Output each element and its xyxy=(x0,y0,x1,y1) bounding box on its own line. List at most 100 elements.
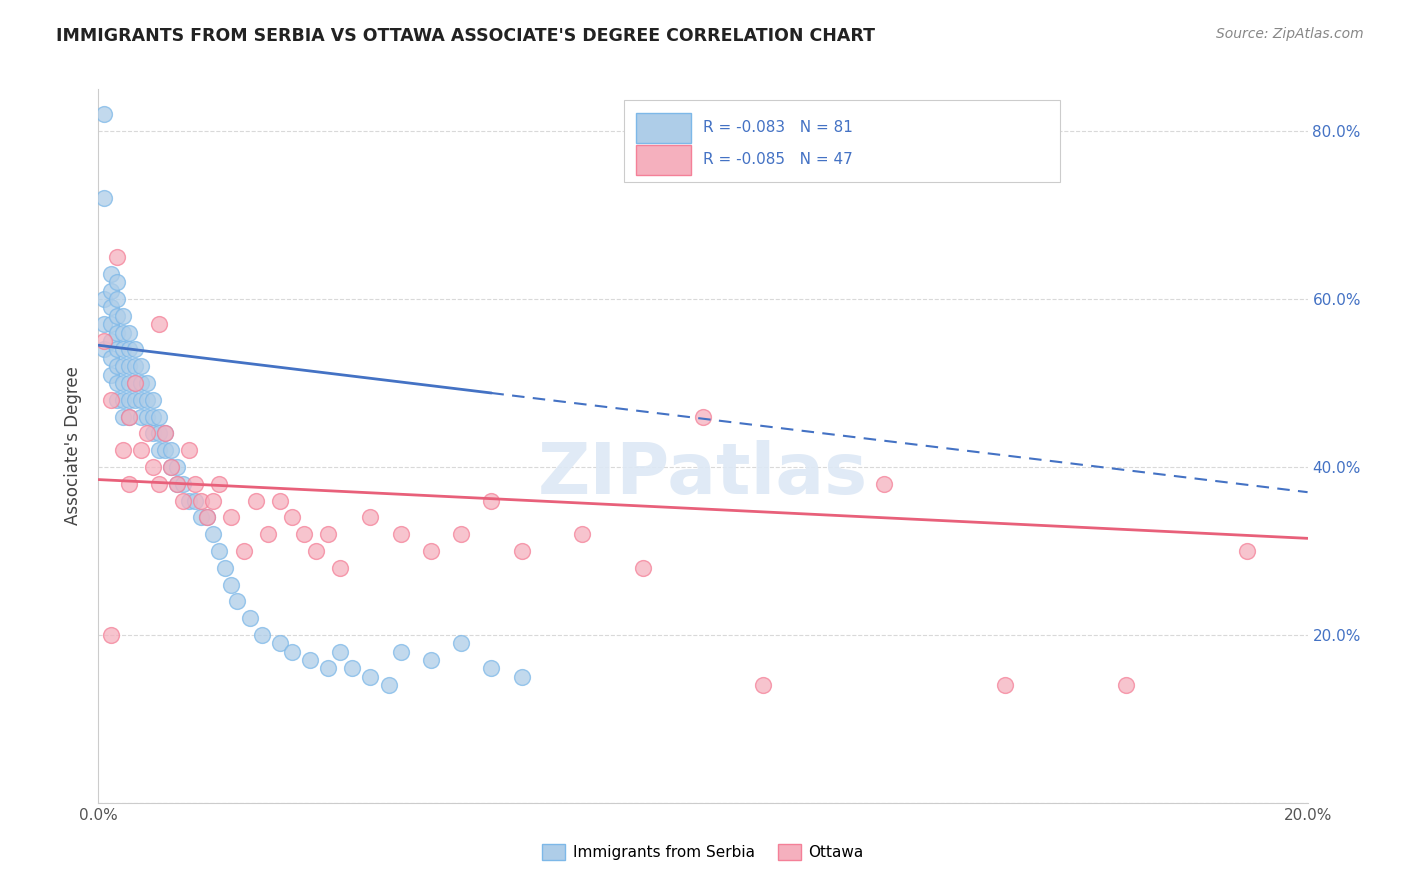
Point xyxy=(281,510,304,524)
Point xyxy=(190,493,212,508)
Point xyxy=(450,636,472,650)
Point xyxy=(111,359,134,374)
Point xyxy=(184,493,207,508)
Point xyxy=(111,376,134,390)
Point xyxy=(111,443,134,458)
Point xyxy=(129,376,152,390)
Point xyxy=(239,611,262,625)
Point xyxy=(195,510,218,524)
FancyBboxPatch shape xyxy=(637,145,690,175)
Point xyxy=(105,275,128,289)
Point xyxy=(208,476,231,491)
Point xyxy=(129,443,152,458)
Point xyxy=(105,359,128,374)
Point xyxy=(100,351,122,365)
Point xyxy=(377,678,399,692)
Point xyxy=(360,670,382,684)
FancyBboxPatch shape xyxy=(637,112,690,143)
Point xyxy=(1236,544,1258,558)
Point xyxy=(153,426,176,441)
Point xyxy=(105,250,128,264)
Point xyxy=(129,409,152,424)
Point xyxy=(256,527,278,541)
Point xyxy=(124,359,146,374)
Point xyxy=(316,661,339,675)
Point xyxy=(100,267,122,281)
Point xyxy=(118,343,141,357)
Point xyxy=(873,476,896,491)
Point xyxy=(360,510,382,524)
Point xyxy=(160,460,183,475)
Point xyxy=(142,426,165,441)
Point xyxy=(190,510,212,524)
Point xyxy=(179,443,201,458)
Point xyxy=(148,426,170,441)
Bar xyxy=(624,100,1060,182)
Point xyxy=(420,544,443,558)
Point xyxy=(100,334,122,348)
Point xyxy=(195,510,218,524)
Point xyxy=(166,476,188,491)
Point xyxy=(389,527,412,541)
Point xyxy=(342,661,364,675)
Text: R = -0.083   N = 81: R = -0.083 N = 81 xyxy=(703,120,853,136)
Point xyxy=(510,544,533,558)
Point xyxy=(631,560,654,574)
Point xyxy=(93,107,115,121)
Point xyxy=(160,460,183,475)
Point xyxy=(148,476,170,491)
Point xyxy=(135,426,157,441)
Point xyxy=(129,359,152,374)
Point xyxy=(281,645,304,659)
Point xyxy=(221,577,243,591)
Point xyxy=(166,476,188,491)
Point xyxy=(481,661,503,675)
Point xyxy=(105,343,128,357)
Point xyxy=(111,343,134,357)
Point xyxy=(232,544,254,558)
Point xyxy=(329,560,352,574)
Point xyxy=(481,493,503,508)
Point xyxy=(202,493,225,508)
Point xyxy=(148,318,170,332)
Point xyxy=(124,376,146,390)
Point xyxy=(111,309,134,323)
Point xyxy=(135,376,157,390)
Text: R = -0.085   N = 47: R = -0.085 N = 47 xyxy=(703,153,853,168)
Point xyxy=(692,409,714,424)
Point xyxy=(450,527,472,541)
Point xyxy=(100,301,122,315)
Point xyxy=(571,527,593,541)
Point xyxy=(510,670,533,684)
Legend: Immigrants from Serbia, Ottawa: Immigrants from Serbia, Ottawa xyxy=(536,838,870,866)
Point xyxy=(111,392,134,407)
Point xyxy=(208,544,231,558)
Point xyxy=(214,560,236,574)
Point xyxy=(1115,678,1137,692)
Point xyxy=(100,628,122,642)
Point xyxy=(124,392,146,407)
Point xyxy=(994,678,1017,692)
Point xyxy=(269,636,291,650)
Point xyxy=(118,392,141,407)
Point xyxy=(148,443,170,458)
Point xyxy=(118,476,141,491)
Text: IMMIGRANTS FROM SERBIA VS OTTAWA ASSOCIATE'S DEGREE CORRELATION CHART: IMMIGRANTS FROM SERBIA VS OTTAWA ASSOCIA… xyxy=(56,27,876,45)
Point xyxy=(93,343,115,357)
Point xyxy=(100,368,122,382)
Point xyxy=(389,645,412,659)
Point xyxy=(124,376,146,390)
Point xyxy=(184,476,207,491)
Point xyxy=(305,544,328,558)
Point xyxy=(160,443,183,458)
Point xyxy=(93,318,115,332)
Y-axis label: Associate's Degree: Associate's Degree xyxy=(65,367,83,525)
Point xyxy=(93,292,115,306)
Point xyxy=(111,409,134,424)
Point xyxy=(179,493,201,508)
Point xyxy=(153,426,176,441)
Point xyxy=(316,527,339,541)
Point xyxy=(269,493,291,508)
Point xyxy=(111,326,134,340)
Point xyxy=(118,409,141,424)
